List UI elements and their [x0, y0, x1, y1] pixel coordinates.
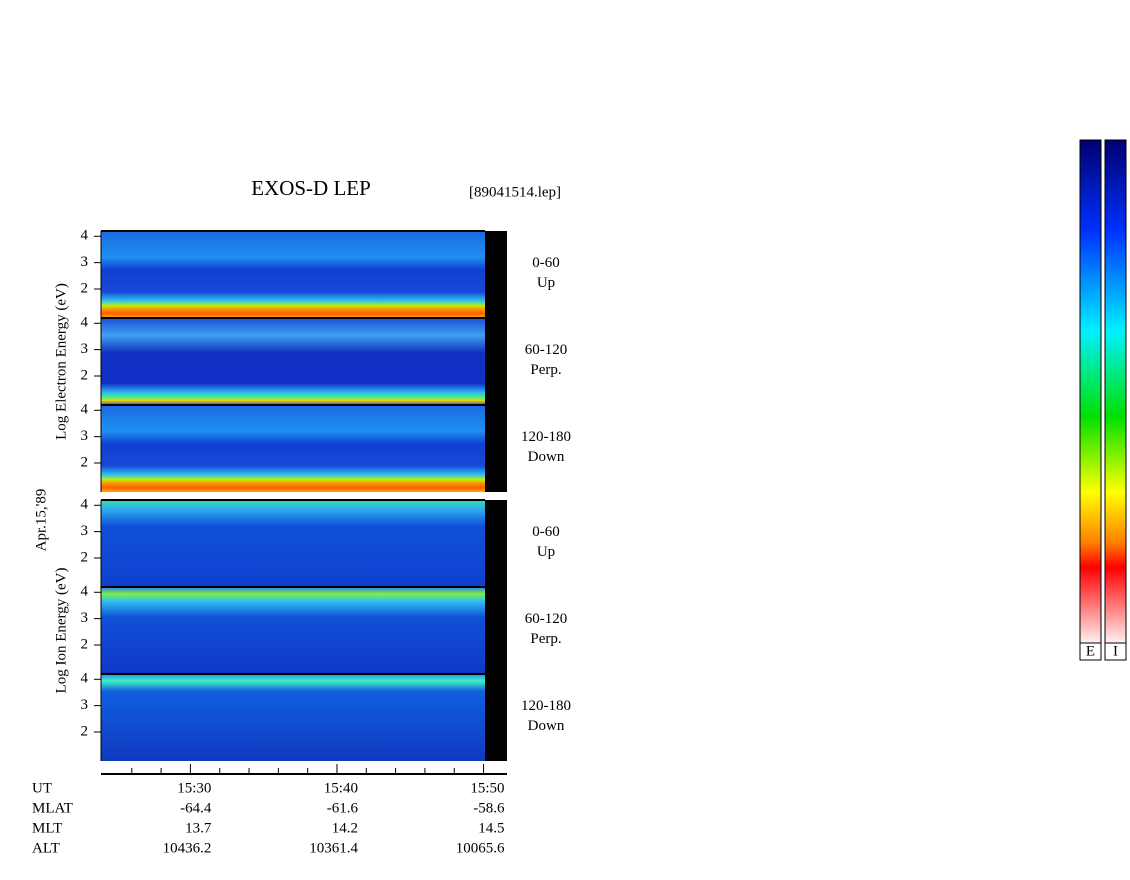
- y-tick-label: 2: [81, 454, 89, 470]
- y-tick-label: 3: [81, 341, 89, 357]
- orbit-label: MLT: [32, 820, 62, 836]
- direction-label: Perp.: [530, 631, 561, 647]
- angle-label: 120-180: [521, 698, 571, 714]
- spectrogram: [101, 231, 485, 318]
- angle-label: 0-60: [532, 524, 560, 540]
- y-tick-label: 3: [81, 610, 89, 626]
- y-tick-label: 4: [81, 228, 89, 244]
- direction-label: Up: [537, 544, 555, 560]
- spectrogram: [101, 500, 485, 587]
- angle-label: 0-60: [532, 255, 560, 271]
- colorbar-label: I: [1113, 643, 1118, 659]
- orbit-value: 10065.6: [456, 840, 505, 856]
- no-data: [485, 231, 507, 318]
- y-tick-label: 2: [81, 549, 89, 565]
- y-tick-label: 4: [81, 671, 89, 687]
- no-data: [485, 674, 507, 761]
- orbit-value: -61.6: [327, 800, 359, 816]
- y-tick-label: 4: [81, 315, 89, 331]
- y-axis-label: Log Electron Energy (eV): [53, 283, 69, 440]
- no-data: [485, 500, 507, 587]
- y-tick-label: 2: [81, 367, 89, 383]
- no-data: [485, 405, 507, 492]
- orbit-value: -64.4: [180, 800, 212, 816]
- y-tick-label: 2: [81, 723, 89, 739]
- y-tick-label: 4: [81, 584, 89, 600]
- no-data: [485, 587, 507, 674]
- orbit-label: MLAT: [32, 800, 73, 816]
- direction-label: Down: [528, 449, 565, 465]
- orbit-value: -58.6: [473, 800, 505, 816]
- title: EXOS-D LEP: [251, 176, 371, 200]
- colorbar-label-box: [1079, 642, 1102, 661]
- direction-label: Down: [528, 718, 565, 734]
- orbit-label: UT: [32, 780, 52, 796]
- orbit-label: ALT: [32, 840, 60, 856]
- colorbar-label: E: [1086, 643, 1095, 659]
- direction-label: Up: [537, 275, 555, 291]
- spectrogram: [101, 405, 485, 492]
- y-axis-label: Log Ion Energy (eV): [53, 568, 69, 694]
- orbit-value: 10361.4: [309, 840, 358, 856]
- spectrogram: [101, 318, 485, 405]
- direction-label: Perp.: [530, 362, 561, 378]
- x-tick-label: 15:50: [470, 780, 504, 796]
- y-tick-label: 3: [81, 254, 89, 270]
- orbit-value: 14.5: [478, 820, 504, 836]
- angle-label: 60-120: [525, 611, 568, 627]
- colorbar: [1104, 139, 1127, 644]
- file-name: [89041514.lep]: [469, 184, 561, 200]
- orbit-value: 13.7: [185, 820, 212, 836]
- orbit-value: 10436.2: [163, 840, 212, 856]
- y-tick-label: 3: [81, 523, 89, 539]
- x-tick-label: 15:40: [324, 780, 358, 796]
- angle-label: 120-180: [521, 429, 571, 445]
- y-tick-label: 4: [81, 497, 89, 513]
- y-tick-label: 2: [81, 636, 89, 652]
- no-data: [485, 318, 507, 405]
- y-tick-label: 3: [81, 697, 89, 713]
- colorbar-label-box: [1104, 642, 1127, 661]
- colorbar: [1079, 139, 1102, 644]
- y-tick-label: 4: [81, 402, 89, 418]
- angle-label: 60-120: [525, 342, 568, 358]
- y-tick-label: 3: [81, 428, 89, 444]
- orbit-value: 14.2: [332, 820, 358, 836]
- spectrogram: [101, 587, 485, 674]
- y-tick-label: 2: [81, 280, 89, 296]
- date: Apr.15,'89: [33, 489, 49, 552]
- x-tick-label: 15:30: [177, 780, 211, 796]
- spectrogram: [101, 674, 485, 761]
